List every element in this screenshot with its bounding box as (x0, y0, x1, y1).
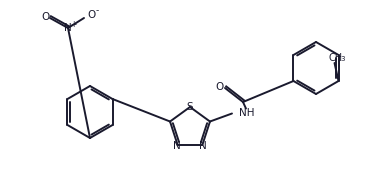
Text: CH: CH (329, 53, 343, 63)
Text: N: N (200, 141, 207, 151)
Text: NH: NH (239, 108, 255, 117)
Text: N: N (64, 23, 72, 33)
Text: O: O (216, 82, 224, 92)
Text: N: N (173, 141, 180, 151)
Text: O: O (87, 10, 95, 20)
Text: 3: 3 (340, 56, 345, 62)
Text: S: S (187, 102, 193, 112)
Text: -: - (96, 7, 99, 16)
Text: +: + (70, 19, 76, 28)
Text: O: O (41, 12, 49, 22)
